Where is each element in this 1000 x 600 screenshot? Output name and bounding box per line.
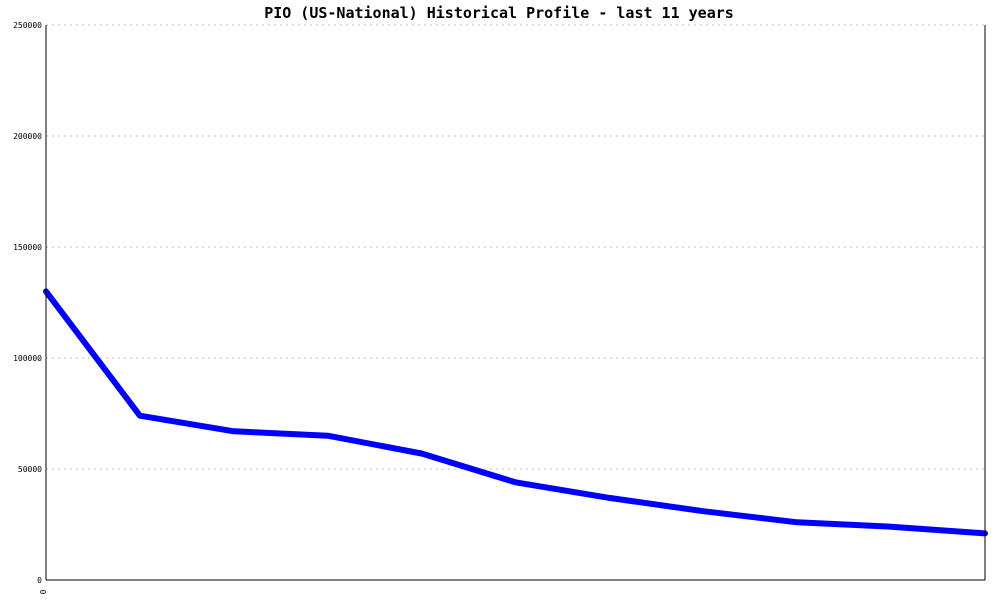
y-tick-label: 50000	[18, 465, 42, 474]
series-layer	[43, 288, 988, 537]
series-line	[43, 288, 988, 537]
y-tick-label: 250000	[13, 21, 42, 30]
y-tick-label: 150000	[13, 243, 42, 252]
y-tick-label: 200000	[13, 132, 42, 141]
y-tick-labels: 0 50000 100000 150000 200000 250000	[13, 21, 42, 585]
x-tick-labels: 0	[39, 589, 48, 594]
chart-title: PIO (US-National) Historical Profile - l…	[264, 4, 734, 22]
y-tick-label: 100000	[13, 354, 42, 363]
grid-layer	[46, 24, 985, 470]
y-tick-label: 0	[37, 576, 42, 585]
x-tick-label: 0	[39, 589, 48, 594]
